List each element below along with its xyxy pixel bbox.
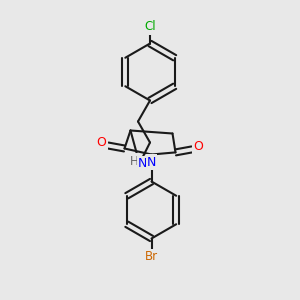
- Text: Br: Br: [145, 250, 158, 263]
- Text: N: N: [147, 155, 156, 169]
- Text: Cl: Cl: [144, 20, 156, 34]
- Text: N: N: [138, 157, 147, 170]
- Text: O: O: [97, 136, 106, 149]
- Text: O: O: [194, 140, 203, 153]
- Text: H: H: [130, 154, 139, 168]
